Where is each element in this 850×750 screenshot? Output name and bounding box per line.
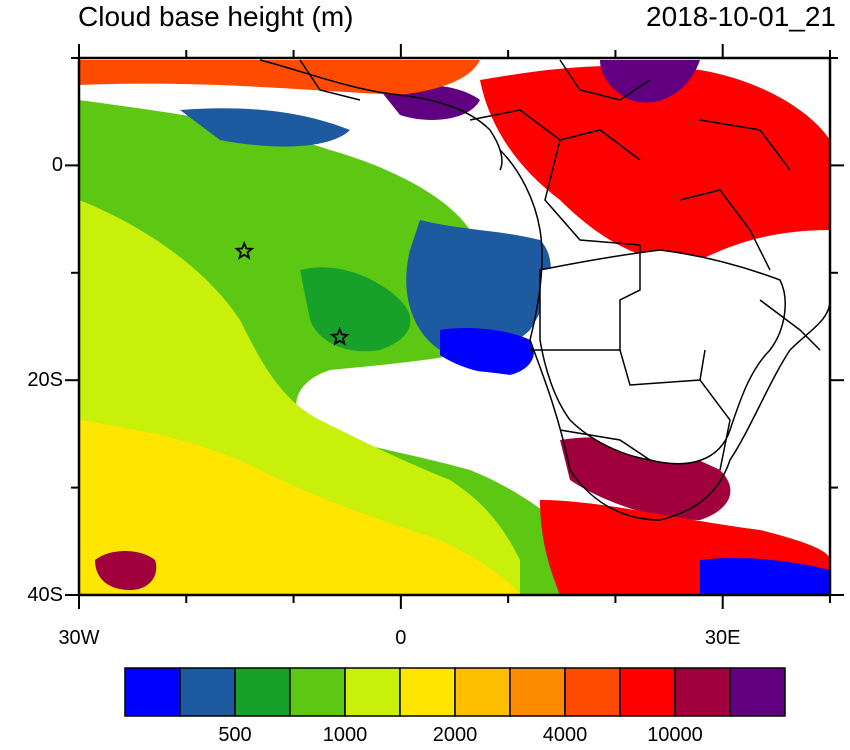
colorbar-swatch: [124, 667, 181, 717]
map-border: [77, 56, 832, 597]
map-area: [79, 58, 830, 595]
lon-label: 30E: [704, 627, 741, 649]
colorbar-swatch: [179, 667, 236, 717]
cloud-region-red-north: [480, 65, 830, 262]
colorbar-swatch: [564, 667, 621, 717]
axis-ticks: [65, 44, 844, 609]
page-title: Cloud base height (m): [78, 1, 354, 32]
cloud-region-yellow: [79, 420, 520, 595]
colorbar-label: 10000: [647, 724, 703, 746]
clear-region-ocean: [350, 368, 555, 440]
star-marker: [329, 326, 350, 346]
lon-label: 30W: [58, 627, 100, 649]
cloud-streak-red-west: [79, 60, 480, 95]
lat-label: 0: [51, 154, 63, 177]
colorbar-swatch: [729, 667, 786, 717]
cloud-region-dark-blue: [406, 220, 551, 354]
colorbar-swatch: [344, 667, 401, 717]
colorbar-swatch: [289, 667, 346, 717]
lat-label: 40S: [27, 584, 63, 606]
cloud-region-crimson-sw: [95, 551, 157, 590]
colorbar-label: 500: [218, 724, 252, 746]
cloud-region-blue-north: [180, 108, 350, 147]
timestamp: 2018-10-01_21: [646, 1, 836, 32]
colorbar-swatch: [619, 667, 676, 717]
cloud-region-blue: [440, 328, 534, 375]
colorbar-swatch: [399, 667, 456, 717]
country-borders: [299, 59, 821, 471]
colorbar-swatch: [454, 667, 511, 717]
cloud-region-purple: [600, 60, 700, 103]
lon-label: 0: [395, 627, 407, 649]
colorbar-swatch: [509, 667, 566, 717]
cloud-region-blue-se: [700, 558, 830, 595]
lat-label: 20S: [27, 369, 63, 392]
star-marker: [234, 240, 255, 260]
colorbar-swatch: [674, 667, 731, 717]
coastline-gulf: [259, 59, 503, 171]
colorbar: [124, 667, 786, 717]
star-markers: [234, 240, 350, 346]
cloud-region-dark-green: [300, 267, 411, 352]
land-southern-africa: [539, 249, 786, 465]
colorbar-label: 1000: [322, 724, 368, 746]
coastline-west-africa: [499, 149, 830, 521]
colorbar-label: 2000: [432, 724, 478, 746]
colorbar-label: 4000: [542, 724, 588, 746]
colorbar-swatch: [234, 667, 291, 717]
